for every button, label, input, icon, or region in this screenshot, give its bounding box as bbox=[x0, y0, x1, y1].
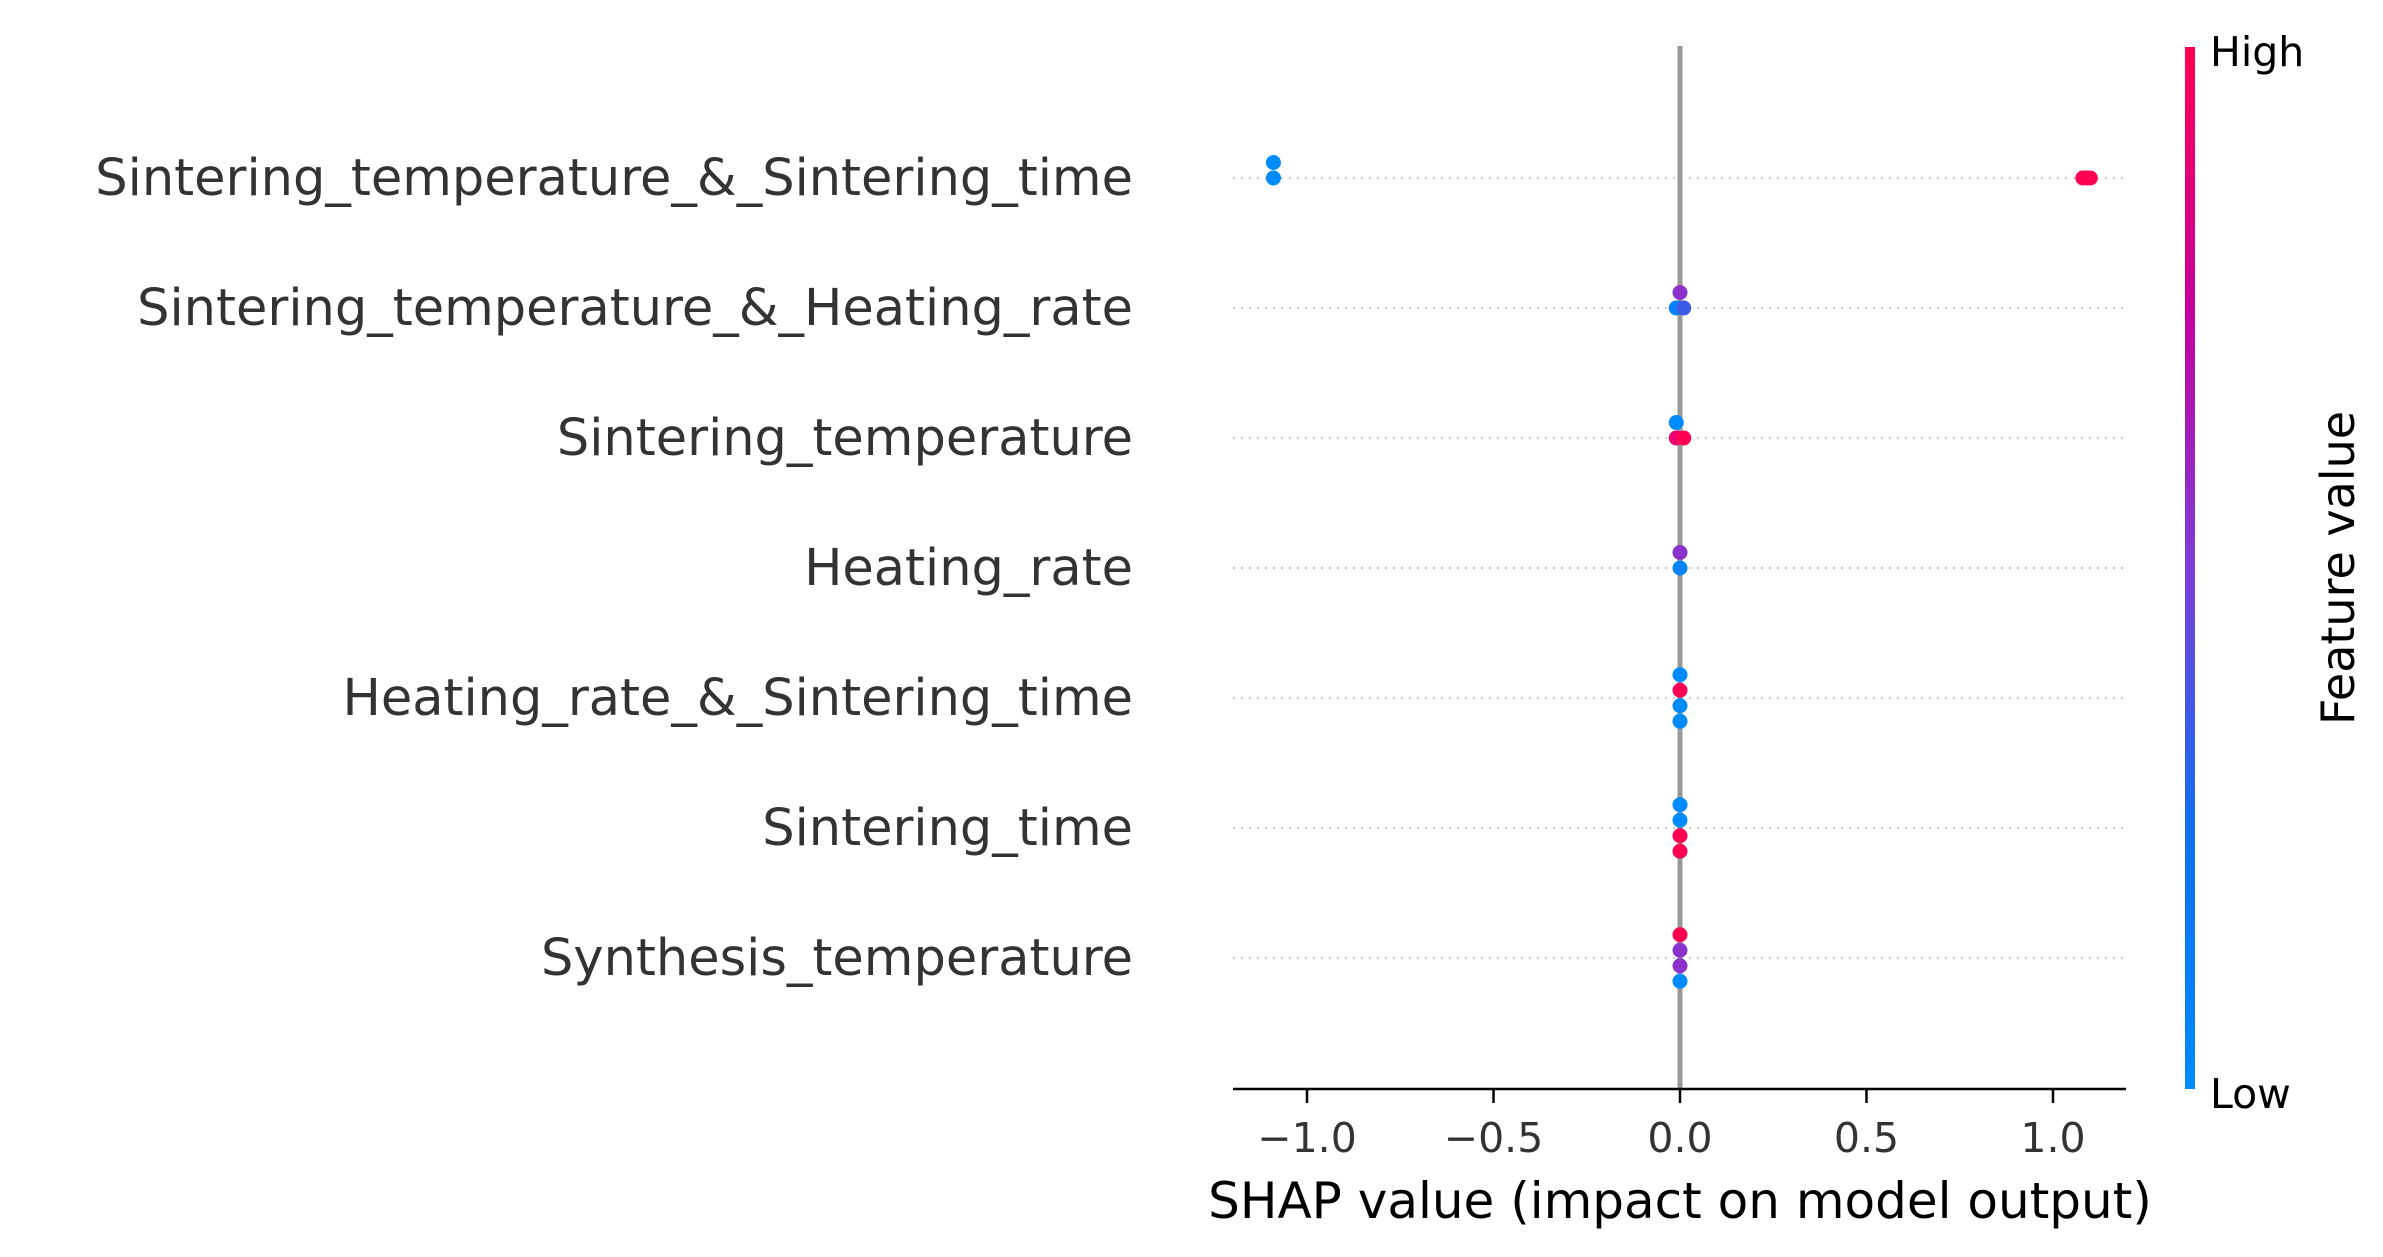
feature-label: Sintering_temperature_&_Heating_rate bbox=[137, 279, 1133, 338]
shap-point bbox=[2082, 170, 2098, 186]
shap-point bbox=[1672, 843, 1688, 859]
feature-label: Sintering_temperature bbox=[557, 409, 1133, 468]
shap-point bbox=[1676, 300, 1692, 316]
colorbar bbox=[2185, 47, 2195, 1089]
shap-point bbox=[1672, 682, 1688, 698]
shap-point bbox=[1672, 812, 1688, 828]
feature-label: Sintering_time bbox=[762, 799, 1133, 858]
shap-point bbox=[1672, 797, 1688, 813]
shap-point bbox=[1672, 958, 1688, 974]
feature-label: Synthesis_temperature bbox=[541, 929, 1133, 988]
colorbar-low-label: Low bbox=[2210, 1070, 2291, 1118]
shap-point bbox=[1672, 927, 1688, 943]
shap-point bbox=[1668, 415, 1684, 430]
shap-point bbox=[1672, 667, 1688, 683]
shap-point bbox=[1672, 973, 1688, 989]
x-tick-label: 0.5 bbox=[1834, 1114, 1899, 1162]
x-tick-label: −0.5 bbox=[1444, 1114, 1544, 1162]
colorbar-title: Feature value bbox=[2311, 411, 2365, 725]
shap-point bbox=[1672, 942, 1688, 958]
row-guides bbox=[1233, 177, 2126, 959]
colorbar-high-label: High bbox=[2210, 28, 2304, 76]
shap-point bbox=[1672, 545, 1688, 560]
shap-point bbox=[1672, 713, 1688, 729]
shap-point bbox=[1672, 560, 1688, 576]
x-tick-label: −1.0 bbox=[1257, 1114, 1357, 1162]
data-points bbox=[1265, 155, 2098, 989]
feature-label: Heating_rate bbox=[804, 539, 1133, 598]
shap-point bbox=[1265, 155, 1281, 170]
shap-point bbox=[1676, 430, 1692, 446]
shap-point bbox=[1672, 285, 1688, 300]
shap-point bbox=[1672, 828, 1688, 844]
x-axis-title: SHAP value (impact on model output) bbox=[1208, 1172, 2152, 1230]
feature-labels: Sintering_temperature_&_Sintering_time Si… bbox=[95, 149, 1133, 988]
shap-point bbox=[1265, 170, 1281, 186]
x-axis-ticks: −1.0 −0.5 0.0 0.5 1.0 bbox=[1257, 1089, 2086, 1162]
x-tick-label: 1.0 bbox=[2020, 1114, 2085, 1162]
x-tick-label: 0.0 bbox=[1647, 1114, 1712, 1162]
feature-label: Sintering_temperature_&_Sintering_time bbox=[95, 149, 1133, 208]
shap-point bbox=[1672, 698, 1688, 714]
feature-label: Heating_rate_&_Sintering_time bbox=[343, 669, 1134, 728]
